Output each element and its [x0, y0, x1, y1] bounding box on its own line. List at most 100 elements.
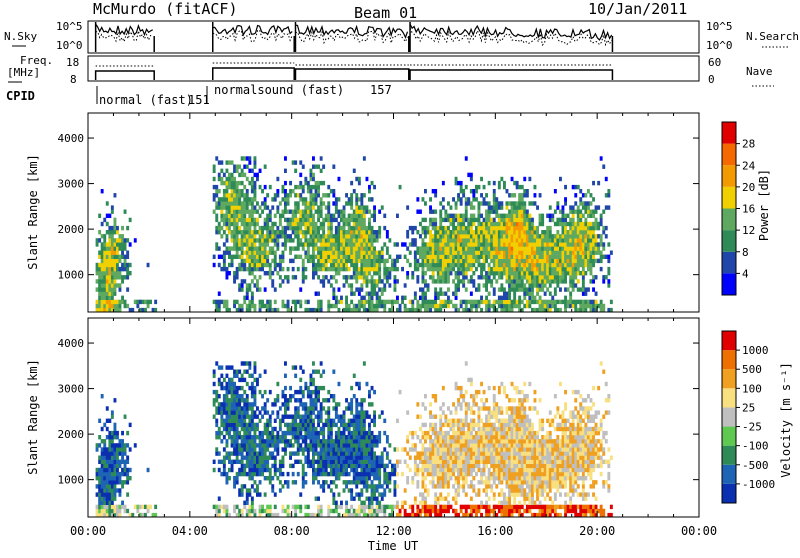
- power-cell: [304, 255, 307, 259]
- power-cell: [302, 263, 305, 267]
- power-cell: [312, 275, 315, 279]
- power-cell: [284, 226, 287, 230]
- velocity-cell: [327, 484, 330, 488]
- power-cell: [251, 230, 254, 234]
- power-cell: [338, 177, 341, 181]
- power-cell: [386, 271, 389, 275]
- power-cell: [500, 226, 503, 230]
- velocity-cell: [317, 431, 320, 435]
- velocity-cell: [271, 464, 274, 468]
- velocity-cell: [228, 415, 231, 419]
- nsearch-line: [213, 30, 293, 42]
- power-cell: [129, 242, 132, 246]
- power-cell: [577, 234, 580, 238]
- power-cell: [383, 271, 386, 275]
- power-cell: [343, 226, 346, 230]
- power-cell: [544, 304, 547, 308]
- power-cell: [338, 226, 341, 230]
- power-cell: [317, 189, 320, 193]
- velocity-cell: [248, 402, 251, 406]
- power-cell: [587, 234, 590, 238]
- power-cell: [266, 193, 269, 197]
- velocity-cell: [315, 406, 318, 410]
- power-cell: [450, 238, 453, 242]
- power-cell: [511, 193, 514, 197]
- power-cell: [292, 214, 295, 218]
- power-cell: [114, 218, 117, 222]
- velocity-cell: [226, 505, 229, 509]
- velocity-cell: [266, 419, 269, 423]
- power-cell: [536, 292, 539, 296]
- velocity-cell: [350, 402, 353, 406]
- power-cell: [422, 242, 425, 246]
- power-cell: [465, 156, 468, 160]
- power-cell: [419, 222, 422, 226]
- power-cell: [340, 230, 343, 234]
- velocity-cell: [248, 415, 251, 419]
- velocity-cell: [368, 468, 371, 472]
- power-cell: [546, 279, 549, 283]
- power-cell: [228, 185, 231, 189]
- power-cell: [485, 238, 488, 242]
- power-colorbar-tick-label: 20: [742, 181, 755, 194]
- power-cell: [531, 201, 534, 205]
- power-cell: [226, 226, 229, 230]
- power-cell: [465, 242, 468, 246]
- velocity-cell: [241, 488, 244, 492]
- velocity-cell: [261, 505, 264, 509]
- power-cell: [506, 263, 509, 267]
- power-cell: [238, 181, 241, 185]
- power-cell: [562, 300, 565, 304]
- power-cell: [513, 255, 516, 259]
- velocity-cell: [223, 505, 226, 509]
- velocity-cell: [310, 410, 313, 414]
- velocity-cell: [371, 488, 374, 492]
- velocity-cell: [236, 402, 239, 406]
- power-cell: [556, 271, 559, 275]
- power-cell: [562, 251, 565, 255]
- velocity-cell: [345, 464, 348, 468]
- velocity-cell: [287, 423, 290, 427]
- power-cell: [518, 255, 521, 259]
- velocity-cell: [246, 361, 249, 365]
- velocity-cell: [299, 390, 302, 394]
- power-cell: [348, 234, 351, 238]
- power-cell: [475, 287, 478, 291]
- power-cell: [478, 234, 481, 238]
- velocity-cell: [310, 423, 313, 427]
- power-cell: [495, 246, 498, 250]
- power-cell: [457, 275, 460, 279]
- power-cell: [312, 234, 315, 238]
- power-cell: [366, 279, 369, 283]
- velocity-cell: [231, 365, 234, 369]
- velocity-cell: [299, 447, 302, 451]
- power-cell: [304, 205, 307, 209]
- power-cell: [304, 201, 307, 205]
- power-cell: [478, 287, 481, 291]
- power-cell: [579, 234, 582, 238]
- power-cell: [116, 267, 119, 271]
- power-cell: [513, 238, 516, 242]
- velocity-cell: [360, 505, 363, 509]
- power-cell: [289, 181, 292, 185]
- nsky-line: [96, 24, 153, 35]
- velocity-cell: [119, 480, 122, 484]
- velocity-cell: [381, 451, 384, 455]
- power-cell: [241, 189, 244, 193]
- power-cell: [111, 226, 114, 230]
- power-cell: [98, 296, 101, 300]
- velocity-cell: [310, 419, 313, 423]
- power-cell: [233, 238, 236, 242]
- power-cell: [523, 189, 526, 193]
- velocity-cell: [246, 451, 249, 455]
- power-cell: [353, 218, 356, 222]
- velocity-cell: [236, 374, 239, 378]
- power-cell: [251, 246, 254, 250]
- power-cell: [462, 226, 465, 230]
- velocity-cell: [302, 472, 305, 476]
- velocity-cell: [358, 505, 361, 509]
- velocity-cell: [340, 443, 343, 447]
- velocity-cell: [238, 394, 241, 398]
- power-cell: [294, 193, 297, 197]
- velocity-cell: [343, 460, 346, 464]
